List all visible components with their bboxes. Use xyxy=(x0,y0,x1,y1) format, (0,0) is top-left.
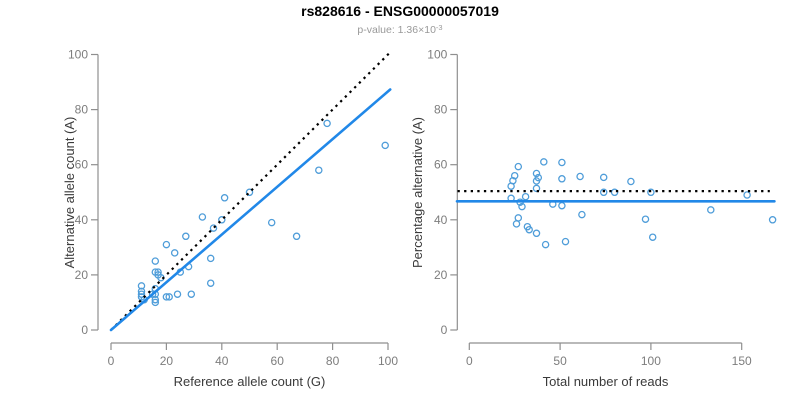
data-point xyxy=(381,141,389,150)
x-tick-label: 20 xyxy=(160,354,174,368)
data-point xyxy=(707,206,715,214)
data-point xyxy=(218,216,226,224)
x-tick-label: 0 xyxy=(466,354,473,368)
data-point xyxy=(165,293,173,301)
data-point xyxy=(151,257,160,265)
x-tick-label: 150 xyxy=(732,354,752,368)
data-point xyxy=(292,232,301,241)
y-tick-label: 20 xyxy=(75,268,89,282)
data-point xyxy=(323,119,331,128)
y-tick-label: 0 xyxy=(81,323,88,337)
data-point xyxy=(648,233,657,241)
x-axis-title-left: Reference allele count (G) xyxy=(174,374,326,389)
y-tick-label: 80 xyxy=(75,103,89,117)
y-tick-label: 0 xyxy=(441,323,448,337)
x-tick-label: 60 xyxy=(271,354,285,368)
data-point xyxy=(173,290,182,298)
pvalue-text: p-value: 1.36×10 xyxy=(357,24,436,36)
identity-line xyxy=(110,51,391,331)
y-axis-title-left: Alternative allele count (A) xyxy=(62,117,77,269)
data-point xyxy=(532,177,541,185)
data-point xyxy=(198,213,207,221)
data-point xyxy=(162,240,171,249)
data-point xyxy=(540,158,548,166)
y-tick-label: 20 xyxy=(434,268,448,282)
data-point xyxy=(518,202,526,211)
data-point xyxy=(627,177,635,186)
x-axis-title-right: Total number of reads xyxy=(543,374,669,389)
data-point xyxy=(206,279,215,287)
data-point xyxy=(521,192,530,201)
data-point xyxy=(514,214,523,222)
data-point xyxy=(245,188,254,197)
x-tick-label: 100 xyxy=(641,354,661,368)
x-tick-label: 100 xyxy=(378,354,398,368)
data-point xyxy=(576,172,584,181)
left-plot-allele-counts: Reference allele count (G) Alternative a… xyxy=(62,48,398,390)
y-tick-label: 60 xyxy=(75,158,89,172)
data-point xyxy=(561,237,570,246)
data-point xyxy=(182,232,190,241)
data-point xyxy=(507,182,515,190)
x-tick-label: 40 xyxy=(215,354,229,368)
data-point xyxy=(558,158,566,167)
data-point xyxy=(647,188,655,197)
y-axis-title-right: Percentage alternative (A) xyxy=(410,117,425,268)
data-point xyxy=(532,169,541,178)
data-point xyxy=(743,191,751,199)
y-tick-label: 60 xyxy=(434,158,448,172)
data-point xyxy=(525,225,533,234)
data-point xyxy=(206,254,215,263)
data-point xyxy=(151,295,160,304)
figure-subtitle: p-value: 1.36×10-3 xyxy=(0,23,800,36)
data-point xyxy=(154,268,162,276)
data-point xyxy=(137,282,146,290)
data-point xyxy=(578,210,586,219)
x-tick-label: 50 xyxy=(553,354,567,368)
data-point xyxy=(162,293,171,301)
regression-line xyxy=(109,88,392,332)
data-point xyxy=(151,298,160,307)
data-point xyxy=(514,162,523,171)
data-point xyxy=(558,201,566,210)
right-plot-percentage: Total number of reads Percentage alterna… xyxy=(410,48,777,389)
data-point xyxy=(768,216,777,224)
y-tick-label: 40 xyxy=(75,213,89,227)
data-point xyxy=(558,175,566,183)
y-tick-label: 100 xyxy=(68,48,88,62)
data-point xyxy=(187,290,196,298)
data-point xyxy=(610,188,619,197)
data-point xyxy=(541,240,550,249)
data-point xyxy=(641,215,650,223)
data-point xyxy=(267,218,276,227)
data-point xyxy=(532,184,541,193)
y-tick-label: 100 xyxy=(427,48,447,62)
data-point xyxy=(170,249,179,257)
data-point xyxy=(512,220,521,228)
x-tick-label: 0 xyxy=(108,354,115,368)
pvalue-exponent: -3 xyxy=(435,23,443,32)
data-point xyxy=(209,224,218,232)
x-tick-label: 80 xyxy=(326,354,340,368)
y-tick-label: 40 xyxy=(434,213,448,227)
data-point xyxy=(599,188,608,197)
data-point xyxy=(220,194,229,202)
y-tick-label: 80 xyxy=(434,103,448,117)
data-point xyxy=(315,166,323,174)
data-point xyxy=(137,287,146,296)
data-point xyxy=(599,173,608,182)
data-point xyxy=(532,229,541,238)
figure-title: rs828616 - ENSG00000057019 xyxy=(301,3,499,19)
